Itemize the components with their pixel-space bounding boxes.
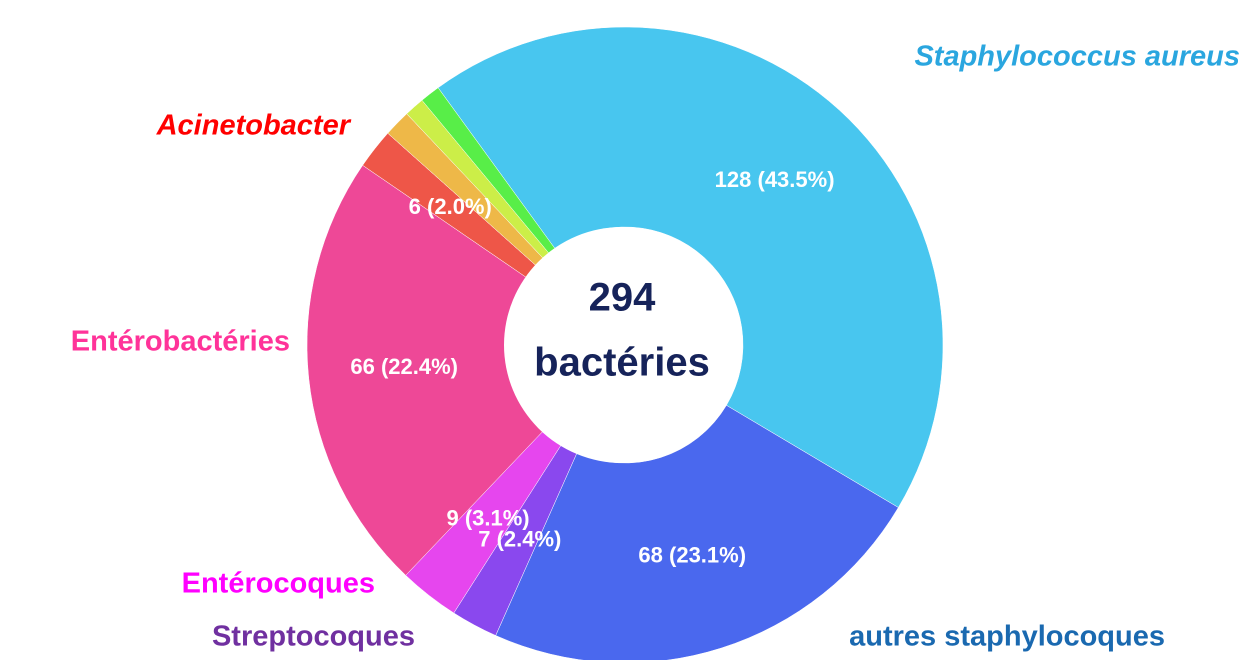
data-label: 128 (43.5%) bbox=[715, 167, 835, 192]
center-hole bbox=[504, 227, 740, 463]
center-total: 294 bbox=[589, 276, 656, 320]
category-label: Acinetobacter bbox=[156, 110, 352, 142]
data-label: 66 (22.4%) bbox=[350, 354, 458, 379]
slices bbox=[306, 26, 944, 660]
category-label: Entérobactéries bbox=[71, 326, 290, 358]
data-label: 68 (23.1%) bbox=[638, 542, 746, 567]
category-label: Entérocoques bbox=[182, 568, 375, 600]
category-label: autres staphylocoques bbox=[849, 621, 1165, 653]
data-label: 6 (2.0%) bbox=[409, 194, 492, 219]
category-label: Staphylococcus aureus bbox=[914, 41, 1240, 73]
labels: 128 (43.5%) Staphylococcus aureus 68 (23.1… bbox=[71, 41, 1240, 653]
data-label: 7 (2.4%) bbox=[478, 526, 561, 551]
center-text: bactéries bbox=[534, 341, 710, 385]
category-label: Streptocoques bbox=[212, 621, 415, 653]
slice bbox=[437, 26, 944, 508]
slice bbox=[495, 404, 899, 660]
data-label: 9 (3.1%) bbox=[446, 506, 529, 531]
